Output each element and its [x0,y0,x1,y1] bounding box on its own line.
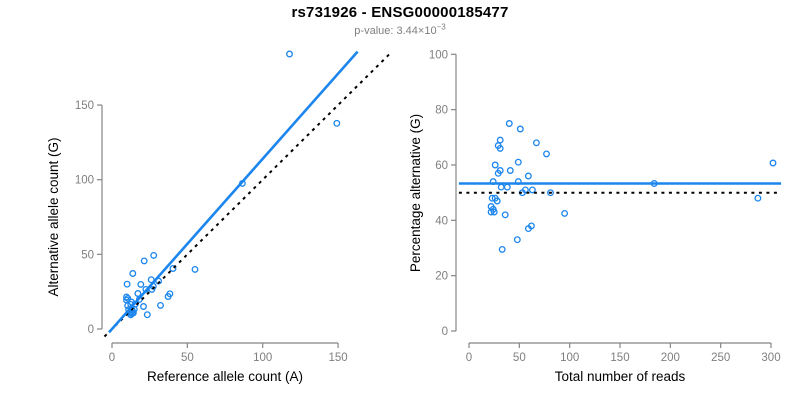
data-point [129,270,137,277]
x-tick-label: 250 [711,352,730,364]
data-point [503,183,511,191]
x-tick-label: 50 [513,352,526,364]
data-point [496,136,504,144]
x-tick-label: 150 [328,352,347,364]
data-point [498,245,506,253]
data-point [527,222,535,230]
y-axis-title: Percentage alternative (G) [408,114,423,272]
y-axis-title: Alternative allele count (G) [46,137,61,296]
x-tick-label: 0 [109,352,115,364]
data-point [143,311,151,319]
x-tick-label: 300 [761,352,780,364]
y-tick-label: 50 [81,249,94,261]
x-tick-label: 150 [610,352,629,364]
identity-line [103,52,392,338]
p-value-exponent: −3 [436,22,446,32]
y-tick-label: 40 [435,215,448,227]
data-point [528,186,536,194]
y-tick-label: 80 [435,105,448,117]
data-point [497,183,505,191]
p-value-subtitle: p-value: 3.44×10−3 [0,22,800,37]
data-point [166,290,174,298]
data-point [490,208,498,216]
x-tick-label: 100 [560,352,579,364]
data-point [487,208,495,216]
data-point [191,265,199,273]
y-tick-label: 0 [88,324,94,336]
y-tick-label: 0 [442,326,448,338]
data-point [140,303,147,310]
data-point [140,257,148,265]
x-axis-title: Total number of reads [555,369,686,384]
data-point [521,186,529,194]
data-point [123,293,130,301]
data-point [134,290,142,297]
p-value-text: p-value: 3.44×10 [354,25,437,37]
y-tick-label: 150 [75,100,94,112]
data-point [150,251,158,259]
data-point [488,194,496,202]
data-point [754,194,762,202]
data-point [124,294,132,302]
data-point [547,189,554,197]
data-point [532,139,540,147]
data-point [333,119,341,127]
x-tick-label: 200 [661,352,680,364]
x-tick-label: 100 [253,352,272,364]
data-point [769,159,777,167]
data-point [561,209,569,217]
data-point [501,211,509,219]
data-point [157,301,164,309]
y-tick-label: 100 [75,175,94,187]
data-point [514,158,522,166]
y-tick-label: 20 [435,271,448,283]
regression-line [108,50,359,334]
y-tick-label: 100 [429,49,448,61]
x-tick-label: 0 [466,352,472,364]
data-point [493,197,501,205]
data-point [506,167,514,174]
data-point [516,125,524,133]
data-point [491,161,499,169]
data-point [137,280,145,288]
y-tick-label: 60 [435,160,448,172]
data-point [524,172,532,180]
data-point [505,120,513,127]
data-point [513,236,521,244]
plot-title: rs731926 - ENSG00000185477 [291,4,509,21]
x-tick-label: 50 [181,352,194,364]
data-point [494,169,502,177]
data-point [496,144,504,152]
data-point [286,50,293,58]
data-point [169,265,177,272]
data-point [129,309,137,317]
x-axis-title: Reference allele count (A) [147,369,303,384]
data-point [123,280,131,288]
data-point [543,150,550,158]
